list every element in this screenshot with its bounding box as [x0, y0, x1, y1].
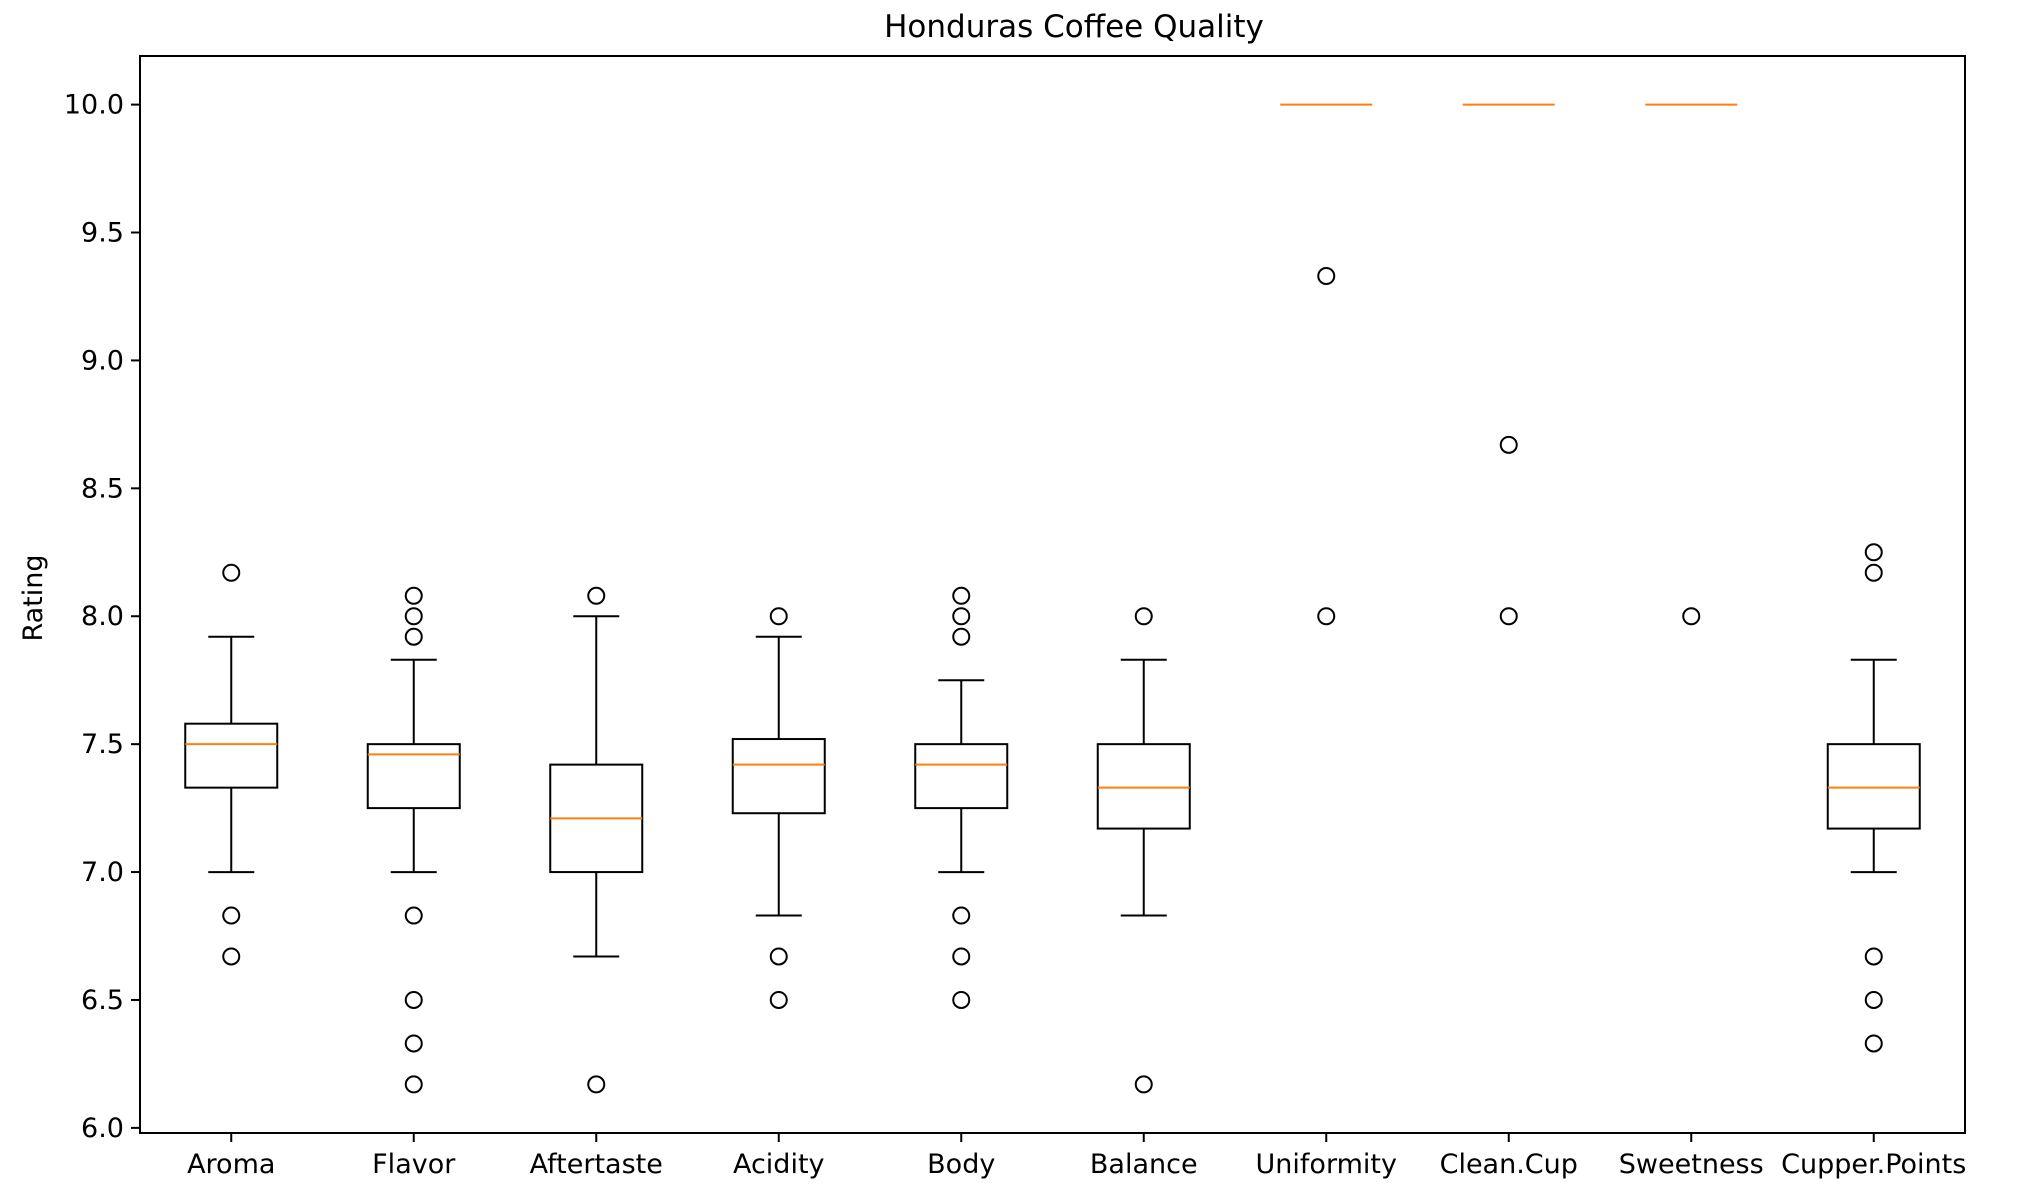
box-group-sweetness	[1645, 103, 1738, 626]
box-group-balance	[1096, 607, 1191, 1094]
x-tick-label: Body	[927, 1149, 995, 1180]
flier-point	[952, 586, 971, 605]
flier-point	[222, 906, 241, 925]
flier-point	[404, 906, 423, 925]
flier-point	[952, 990, 971, 1009]
flier-point	[1682, 607, 1701, 626]
y-axis: 6.0 6.5 7.0 7.5 8.0 8.5 9.0 9.5 10.0	[64, 90, 140, 1144]
flier-point	[952, 906, 971, 925]
box-group-aroma	[184, 563, 279, 966]
flier-point	[1317, 267, 1336, 286]
flier-point	[769, 990, 788, 1009]
y-tick-label: 7.5	[81, 729, 124, 760]
flier-point	[1864, 990, 1883, 1009]
flier-point	[1134, 607, 1153, 626]
flier-point	[1134, 1075, 1153, 1094]
x-tick-label: Cupper.Points	[1781, 1149, 1966, 1180]
box-group-aftertaste	[549, 586, 644, 1094]
box-group-body	[914, 586, 1009, 1009]
flier-point	[952, 607, 971, 626]
flier-point	[1864, 947, 1883, 966]
x-tick-label: Aftertaste	[530, 1149, 663, 1180]
x-tick-label: Balance	[1090, 1149, 1198, 1180]
box-group-uniformity	[1280, 103, 1373, 626]
box-group-acidity	[731, 607, 826, 1009]
chart-title: Honduras Coffee Quality	[884, 9, 1264, 45]
x-tick-label: Sweetness	[1619, 1149, 1764, 1180]
y-axis-label: Rating	[18, 554, 49, 641]
flier-point	[404, 586, 423, 605]
y-tick-label: 8.5	[81, 473, 124, 504]
x-tick-label: Flavor	[372, 1149, 456, 1180]
flier-point	[769, 947, 788, 966]
flier-point	[404, 607, 423, 626]
flier-point	[404, 627, 423, 646]
x-tick-label: Acidity	[733, 1149, 825, 1180]
flier-point	[952, 947, 971, 966]
flier-point	[952, 627, 971, 646]
x-tick-label: Clean.Cup	[1440, 1149, 1578, 1180]
box-group-flavor	[366, 586, 461, 1094]
box-group-cupper-points	[1826, 543, 1921, 1053]
box-iqr	[1096, 743, 1191, 830]
x-tick-label: Uniformity	[1256, 1149, 1397, 1180]
box-iqr	[1826, 743, 1921, 830]
x-tick-label: Aroma	[187, 1149, 275, 1180]
flier-point	[1499, 435, 1518, 454]
y-tick-label: 10.0	[64, 90, 124, 121]
plot-marks	[184, 103, 1921, 1094]
box-group-clean-cup	[1462, 103, 1555, 626]
flier-point	[222, 563, 241, 582]
flier-point	[404, 1034, 423, 1053]
flier-point	[404, 990, 423, 1009]
y-tick-label: 8.0	[81, 601, 124, 632]
box-iqr	[914, 743, 1009, 810]
flier-point	[404, 1075, 423, 1094]
flier-point	[587, 1075, 606, 1094]
y-tick-label: 9.0	[81, 345, 124, 376]
y-tick-label: 7.0	[81, 857, 124, 888]
flier-point	[769, 607, 788, 626]
flier-point	[222, 947, 241, 966]
y-tick-label: 6.0	[81, 1113, 124, 1144]
flier-point	[1499, 607, 1518, 626]
x-axis: Aroma Flavor Aftertaste Acidity Body Balance U…	[187, 1133, 1966, 1180]
flier-point	[1864, 1034, 1883, 1053]
y-tick-label: 9.5	[81, 218, 124, 249]
flier-point	[1864, 563, 1883, 582]
axes-frame	[139, 55, 1966, 1134]
flier-point	[587, 586, 606, 605]
box-iqr	[184, 722, 279, 789]
y-tick-label: 6.5	[81, 985, 124, 1016]
box-iqr	[731, 738, 826, 815]
box-iqr	[366, 743, 461, 810]
flier-point	[1864, 543, 1883, 562]
flier-point	[1317, 607, 1336, 626]
